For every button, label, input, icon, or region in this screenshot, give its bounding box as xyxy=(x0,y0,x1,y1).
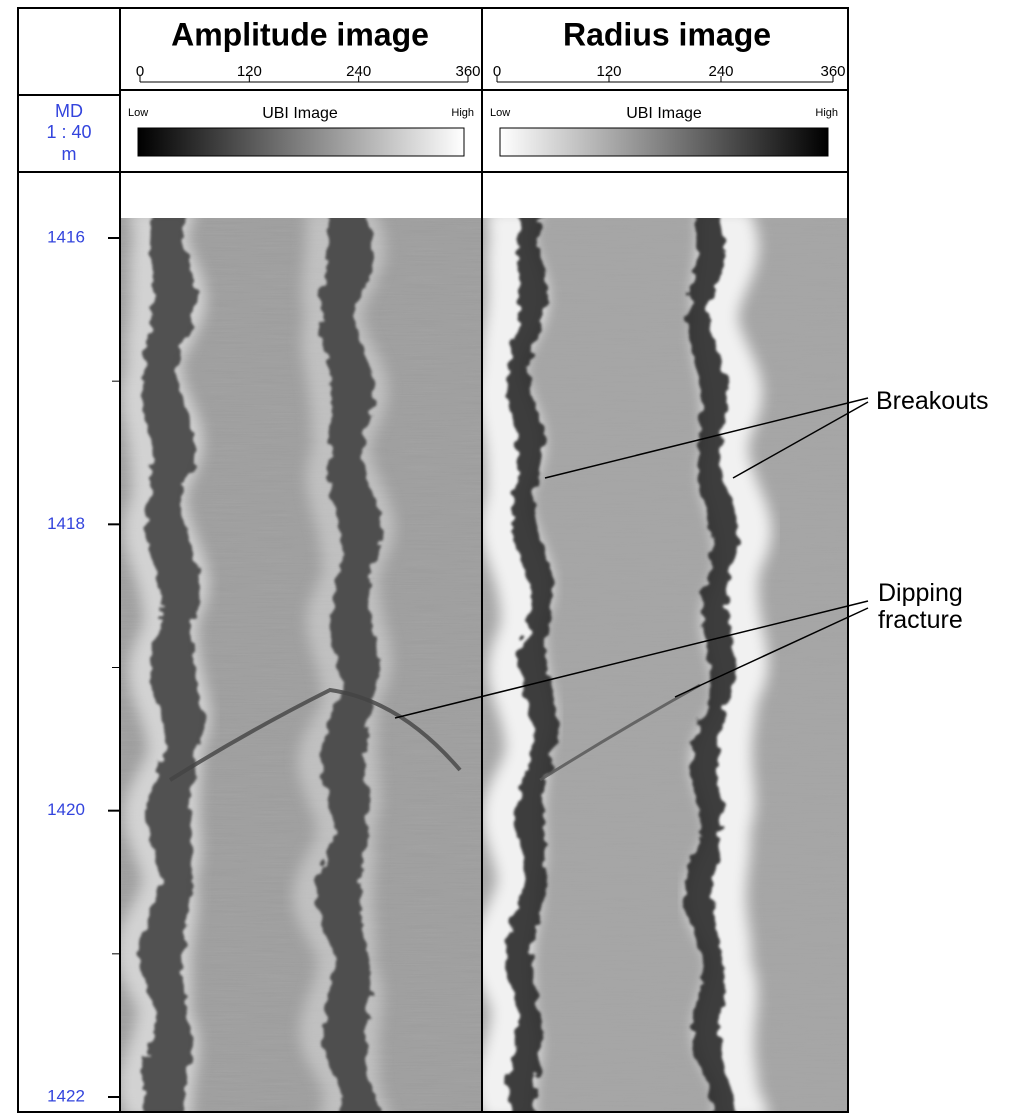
depth-header: MD xyxy=(55,101,83,121)
scale-label: 240 xyxy=(708,63,733,80)
panel-title: Radius image xyxy=(563,16,771,52)
depth-label: 1416 xyxy=(47,227,85,246)
scale-label: 360 xyxy=(455,63,480,80)
legend-high: High xyxy=(451,107,474,119)
scale-label: 120 xyxy=(237,63,262,80)
legend-low: Low xyxy=(128,107,148,119)
depth-header: 1 : 40 xyxy=(46,122,91,142)
page: Amplitude image Radius image Low UBI Ima… xyxy=(0,0,1024,1118)
scale-label: 360 xyxy=(820,63,845,80)
annotation: Breakouts xyxy=(876,388,989,415)
log-figure: Amplitude image Radius image Low UBI Ima… xyxy=(0,0,1024,1118)
legend-label: UBI Image xyxy=(262,105,338,122)
scale-label: 240 xyxy=(346,63,371,80)
annotation: Dipping fracture xyxy=(878,580,988,634)
scale-label: 120 xyxy=(596,63,621,80)
legend-high: High xyxy=(815,107,838,119)
depth-label: 1422 xyxy=(47,1086,85,1105)
panel-title: Amplitude image xyxy=(171,16,429,52)
scale-label: 0 xyxy=(493,63,501,80)
depth-label: 1418 xyxy=(47,514,85,533)
depth-label: 1420 xyxy=(47,800,85,819)
legend-label: UBI Image xyxy=(626,105,702,122)
legend-low: Low xyxy=(490,107,510,119)
scale-label: 0 xyxy=(136,63,144,80)
color-bar xyxy=(138,128,464,156)
color-bar xyxy=(500,128,828,156)
depth-header: m xyxy=(62,144,77,164)
